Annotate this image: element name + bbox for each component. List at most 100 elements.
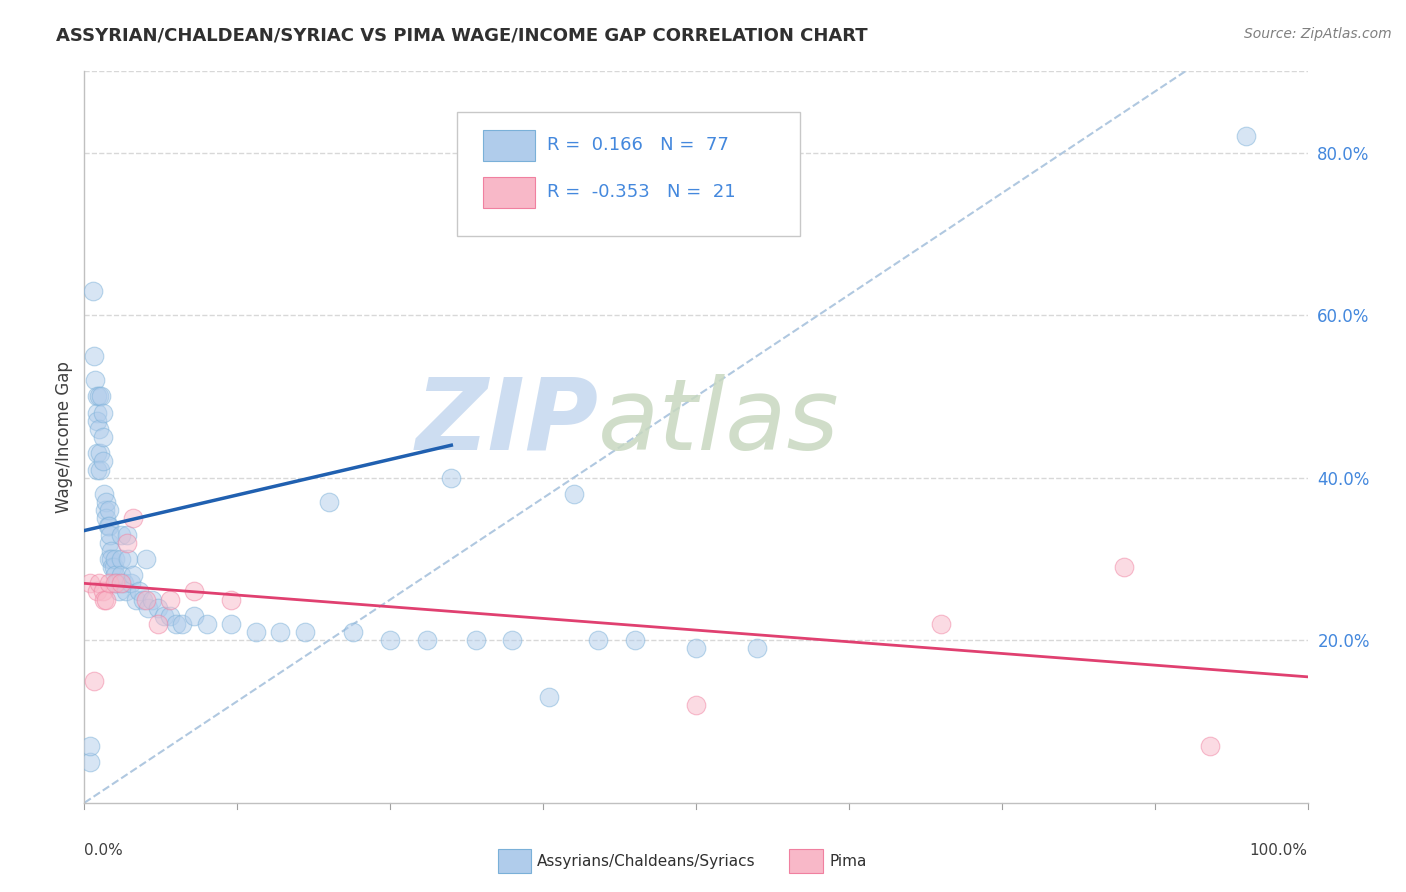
Point	[159, 608, 181, 623]
Point	[98, 527, 121, 541]
Point	[219, 617, 242, 632]
Point	[86, 462, 108, 476]
Point	[125, 592, 148, 607]
Point	[110, 552, 132, 566]
Point	[1198, 739, 1220, 753]
Point	[79, 755, 101, 769]
Point	[96, 592, 118, 607]
Point	[195, 617, 218, 632]
Point	[117, 552, 139, 566]
Point	[172, 617, 194, 632]
Point	[105, 576, 128, 591]
Point	[83, 673, 105, 688]
Point	[1114, 560, 1136, 574]
Point	[122, 511, 145, 525]
Point	[115, 527, 138, 541]
Point	[122, 568, 145, 582]
Point	[96, 495, 118, 509]
Point	[86, 414, 108, 428]
Point	[110, 576, 132, 591]
Point	[128, 584, 150, 599]
Point	[624, 633, 647, 648]
Point	[97, 519, 120, 533]
Point	[104, 552, 127, 566]
Point	[929, 617, 952, 632]
Point	[97, 552, 120, 566]
Point	[141, 592, 163, 607]
Point	[93, 487, 115, 501]
Point	[87, 576, 110, 591]
Point	[1236, 129, 1258, 144]
Point	[110, 527, 132, 541]
Text: Pima: Pima	[830, 855, 868, 869]
Text: Source: ZipAtlas.com: Source: ZipAtlas.com	[1244, 27, 1392, 41]
Point	[153, 608, 176, 623]
Point	[219, 592, 242, 607]
Point	[87, 389, 110, 403]
Point	[135, 552, 157, 566]
Point	[318, 495, 340, 509]
Point	[342, 625, 364, 640]
Point	[86, 389, 108, 403]
Point	[586, 633, 609, 648]
Point	[100, 544, 122, 558]
Point	[110, 568, 132, 582]
Point	[89, 446, 111, 460]
Point	[107, 584, 129, 599]
Point	[86, 406, 108, 420]
Point	[136, 600, 159, 615]
Point	[538, 690, 561, 705]
Point	[83, 349, 105, 363]
Point	[183, 608, 205, 623]
Point	[96, 511, 118, 525]
Text: ASSYRIAN/CHALDEAN/SYRIAC VS PIMA WAGE/INCOME GAP CORRELATION CHART: ASSYRIAN/CHALDEAN/SYRIAC VS PIMA WAGE/IN…	[56, 27, 868, 45]
FancyBboxPatch shape	[484, 178, 534, 208]
Point	[105, 576, 128, 591]
Point	[100, 552, 122, 566]
Point	[135, 592, 157, 607]
Point	[685, 698, 707, 713]
Point	[165, 617, 187, 632]
Point	[245, 625, 267, 640]
Text: 100.0%: 100.0%	[1250, 843, 1308, 858]
Point	[685, 641, 707, 656]
Point	[146, 617, 169, 632]
Point	[97, 503, 120, 517]
Y-axis label: Wage/Income Gap: Wage/Income Gap	[55, 361, 73, 513]
FancyBboxPatch shape	[457, 112, 800, 235]
Text: ZIP: ZIP	[415, 374, 598, 471]
Point	[101, 560, 124, 574]
Point	[87, 422, 110, 436]
Point	[269, 625, 291, 640]
Point	[97, 576, 120, 591]
Point	[112, 576, 135, 591]
Point	[294, 625, 316, 640]
Point	[91, 584, 114, 599]
Point	[89, 462, 111, 476]
Point	[104, 568, 127, 582]
Text: atlas: atlas	[598, 374, 839, 471]
Point	[159, 592, 181, 607]
Point	[93, 592, 115, 607]
Point	[97, 535, 120, 549]
Point	[103, 560, 125, 574]
Point	[416, 633, 439, 648]
Point	[86, 584, 108, 599]
Point	[440, 471, 463, 485]
Point	[183, 584, 205, 599]
Point	[115, 535, 138, 549]
Text: R =  0.166   N =  77: R = 0.166 N = 77	[547, 136, 728, 153]
Point	[562, 487, 585, 501]
Point	[91, 454, 114, 468]
Point	[90, 389, 112, 403]
Point	[97, 519, 120, 533]
FancyBboxPatch shape	[484, 130, 534, 161]
Text: R =  -0.353   N =  21: R = -0.353 N = 21	[547, 183, 735, 201]
Point	[115, 584, 138, 599]
Point	[82, 284, 104, 298]
Point	[79, 576, 101, 591]
Point	[86, 446, 108, 460]
Text: Assyrians/Chaldeans/Syriacs: Assyrians/Chaldeans/Syriacs	[537, 855, 755, 869]
Text: 0.0%: 0.0%	[84, 843, 124, 858]
Point	[91, 430, 114, 444]
